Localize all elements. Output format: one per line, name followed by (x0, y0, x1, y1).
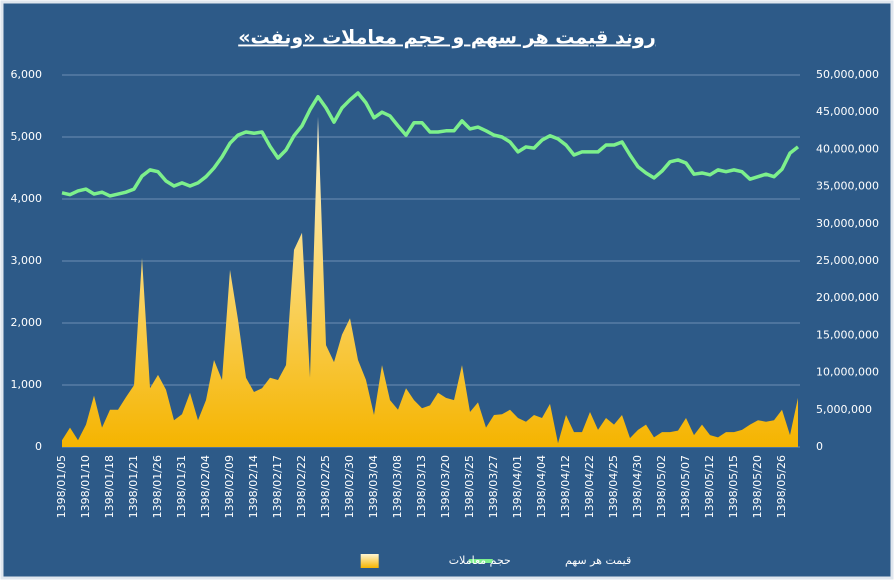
x-tick-label: 1398/04/01 (511, 455, 524, 518)
x-tick-label: 1398/01/18 (103, 455, 116, 518)
y-tick-label: 1,000 (11, 378, 43, 391)
x-tick-label: 1398/03/20 (439, 455, 452, 518)
legend-label: قیمت هر سهم (565, 554, 631, 567)
x-tick-label: 1398/05/12 (703, 455, 716, 518)
x-tick-label: 1398/03/27 (487, 455, 500, 518)
x-tick-label: 1398/04/30 (631, 455, 644, 518)
y2-tick-label: 30,000,000 (816, 217, 879, 230)
y2-tick-label: 50,000,000 (816, 68, 879, 81)
y2-tick-label: 40,000,000 (816, 142, 879, 155)
y2-tick-label: 5,000,000 (816, 403, 872, 416)
y2-tick-label: 15,000,000 (816, 328, 879, 341)
x-tick-label: 1398/04/25 (607, 455, 620, 518)
x-tick-label: 1398/02/04 (199, 455, 212, 518)
y2-tick-label: 25,000,000 (816, 254, 879, 267)
y-tick-label: 6,000 (11, 68, 43, 81)
y2-tick-label: 0 (816, 440, 823, 453)
x-tick-label: 1398/05/20 (751, 455, 764, 518)
x-tick-label: 1398/01/05 (55, 455, 68, 518)
x-tick-label: 1398/01/31 (175, 455, 188, 518)
y2-tick-label: 35,000,000 (816, 180, 879, 193)
x-tick-label: 1398/01/21 (127, 455, 140, 518)
x-tick-label: 1398/02/09 (223, 455, 236, 518)
y2-tick-label: 20,000,000 (816, 291, 879, 304)
y2-tick-label: 45,000,000 (816, 105, 879, 118)
x-tick-label: 1398/04/04 (535, 455, 548, 518)
x-tick-label: 1398/01/10 (79, 455, 92, 518)
x-tick-label: 1398/02/22 (295, 455, 308, 518)
legend-swatch (360, 554, 379, 568)
x-tick-label: 1398/03/25 (463, 455, 476, 518)
chart-title: روند قیمت هر سهم و حجم معاملات «ونفت» (238, 27, 656, 49)
x-tick-label: 1398/04/22 (583, 455, 596, 518)
y-tick-label: 3,000 (11, 254, 43, 267)
y-tick-label: 0 (35, 440, 42, 453)
x-tick-label: 1398/02/25 (319, 455, 332, 518)
x-tick-label: 1398/05/07 (679, 455, 692, 518)
x-tick-label: 1398/02/17 (271, 455, 284, 518)
x-tick-label: 1398/02/30 (343, 455, 356, 518)
x-tick-label: 1398/05/26 (775, 455, 788, 518)
legend-label: حجم معاملات (449, 554, 511, 567)
x-tick-label: 1398/04/12 (559, 455, 572, 518)
x-tick-label: 1398/05/15 (727, 455, 740, 518)
price-line (61, 91, 800, 198)
volume-area (62, 116, 798, 447)
y-tick-label: 4,000 (11, 192, 43, 205)
y2-tick-label: 10,000,000 (816, 366, 879, 379)
x-tick-label: 1398/03/08 (391, 455, 404, 518)
x-tick-label: 1398/03/13 (415, 455, 428, 518)
x-tick-label: 1398/03/04 (367, 455, 380, 518)
y-tick-label: 2,000 (11, 316, 43, 329)
x-tick-label: 1398/01/26 (151, 455, 164, 518)
x-tick-label: 1398/02/14 (247, 455, 260, 518)
y-tick-label: 5,000 (11, 130, 43, 143)
x-tick-label: 1398/05/02 (655, 455, 668, 518)
